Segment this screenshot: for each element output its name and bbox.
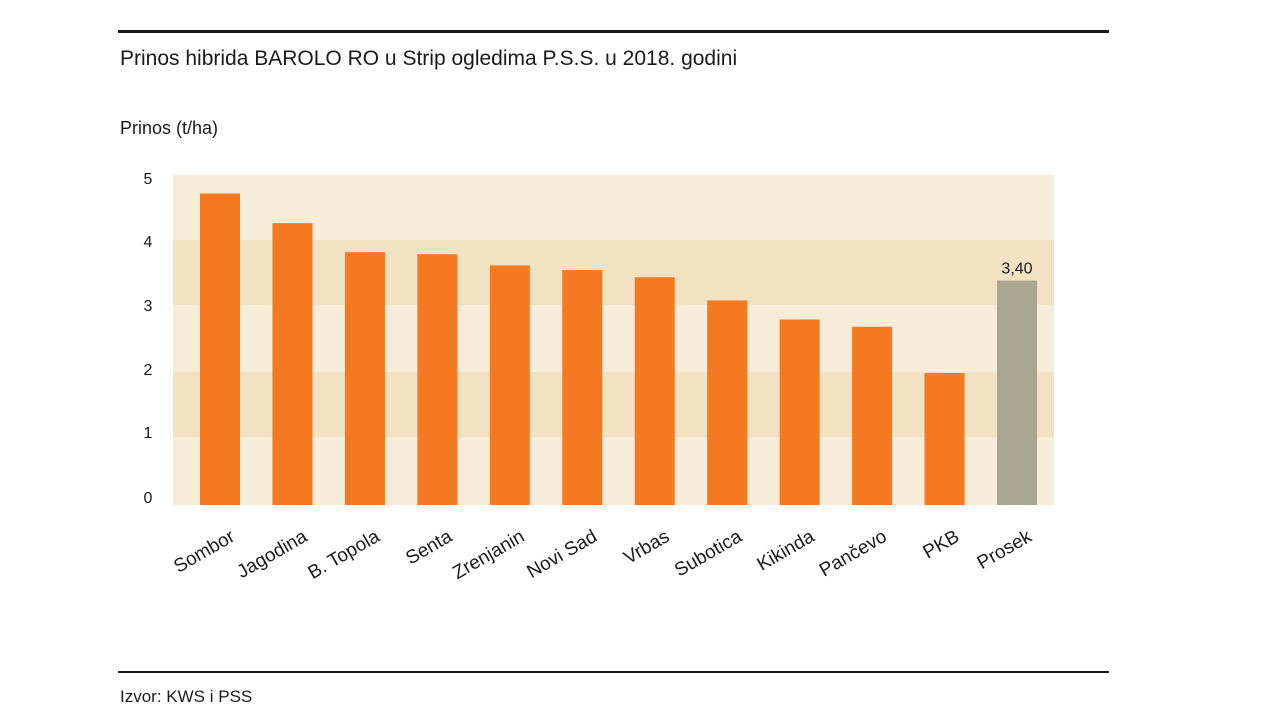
bar [852, 326, 893, 505]
grid-band [173, 305, 1054, 372]
source-note: Izvor: KWS i PSS [120, 687, 253, 706]
y-tick-labels: 0 1 2 3 4 5 [144, 171, 153, 507]
grid-band [173, 437, 1054, 505]
y-tick-label: 0 [144, 490, 153, 507]
x-tick-label: Senta [402, 526, 456, 569]
data-labels: 3,40 [1001, 261, 1032, 278]
top-rule [118, 30, 1109, 33]
bar [779, 319, 820, 505]
bar [634, 277, 675, 505]
chart-title: Prinos hibrida BAROLO RO u Strip ogledim… [120, 47, 738, 70]
y-tick-label: 3 [144, 298, 153, 315]
y-tick-label: 5 [144, 171, 153, 188]
bar [562, 270, 603, 505]
bar [200, 193, 240, 506]
y-tick-label: 4 [144, 234, 153, 251]
x-tick-label: Sombor [170, 526, 239, 578]
bar [924, 373, 965, 505]
bar [417, 254, 458, 505]
grid-band [173, 175, 1054, 240]
x-tick-label: PKB [920, 526, 963, 563]
y-tick-label: 1 [144, 425, 153, 442]
y-axis-label: Prinos (t/ha) [120, 118, 219, 138]
bottom-rule [118, 671, 1109, 673]
x-tick-label: Prosek [974, 526, 1036, 574]
grid-band [173, 372, 1054, 437]
x-tick-label: Pančevo [816, 526, 891, 581]
x-tick-label: Subotica [671, 526, 746, 581]
x-tick-label: Kikinda [754, 526, 819, 576]
bars [200, 193, 1037, 506]
y-tick-label: 2 [144, 362, 153, 379]
grid-band [173, 240, 1054, 305]
x-tick-label: Jagodina [234, 526, 312, 583]
x-tick-label: Vrbas [620, 526, 673, 569]
bar-average [997, 280, 1037, 505]
x-tick-label: B. Topola [305, 526, 384, 584]
bar [344, 252, 385, 505]
bar [707, 300, 748, 505]
bar [272, 223, 313, 505]
bar [489, 265, 530, 505]
x-tick-label: Zrenjanin [449, 526, 528, 584]
grid-bands [173, 175, 1054, 505]
data-label: 3,40 [1001, 261, 1032, 278]
x-tick-label: Novi Sad [523, 526, 600, 583]
